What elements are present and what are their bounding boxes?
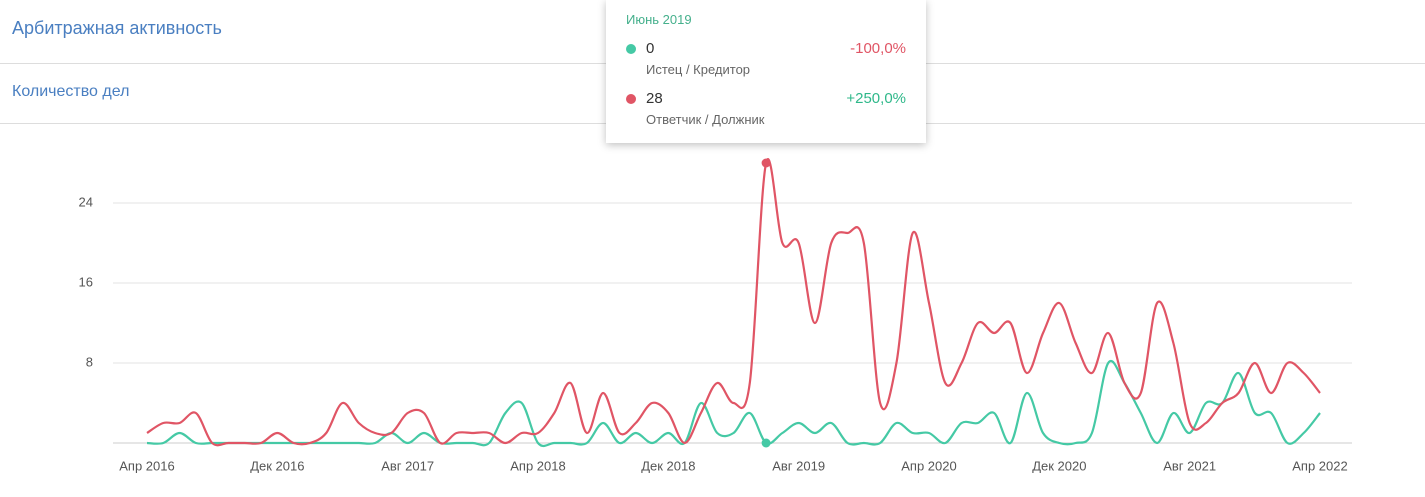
tooltip-label: Ответчик / Должник — [646, 112, 765, 127]
x-tick-label: Апр 2018 — [510, 458, 565, 473]
x-tick-label: Дек 2018 — [641, 458, 695, 473]
subtitle: Количество дел — [12, 83, 130, 100]
tooltip-value: 28 — [646, 90, 663, 107]
tooltip-dot — [626, 44, 636, 54]
x-tick-label: Авг 2019 — [772, 458, 825, 473]
tooltip-label: Истец / Кредитор — [646, 62, 751, 77]
x-tick-label: Апр 2020 — [901, 458, 956, 473]
tooltip-change: +250,0% — [846, 90, 906, 107]
x-tick-label: Авг 2017 — [381, 458, 434, 473]
title: Арбитражная активность — [12, 18, 222, 38]
x-tick-label: Дек 2020 — [1032, 458, 1086, 473]
tooltip-change: -100,0% — [850, 40, 906, 57]
y-tick-label: 8 — [86, 354, 93, 369]
tooltip-value: 0 — [646, 40, 655, 57]
x-tick-label: Апр 2016 — [119, 458, 174, 473]
y-tick-label: 24 — [79, 194, 93, 209]
tooltip-title: Июнь 2019 — [626, 12, 692, 27]
x-tick-label: Авг 2021 — [1163, 458, 1216, 473]
y-tick-label: 16 — [79, 274, 93, 289]
tooltip: Июнь 2019 0 -100,0% Истец / Кредитор 28 … — [606, 0, 926, 143]
hover-point — [761, 158, 771, 168]
x-tick-label: Дек 2016 — [250, 458, 304, 473]
hover-point — [761, 438, 771, 448]
series-line — [146, 158, 1321, 447]
x-tick-label: Апр 2022 — [1292, 458, 1347, 473]
tooltip-dot — [626, 94, 636, 104]
